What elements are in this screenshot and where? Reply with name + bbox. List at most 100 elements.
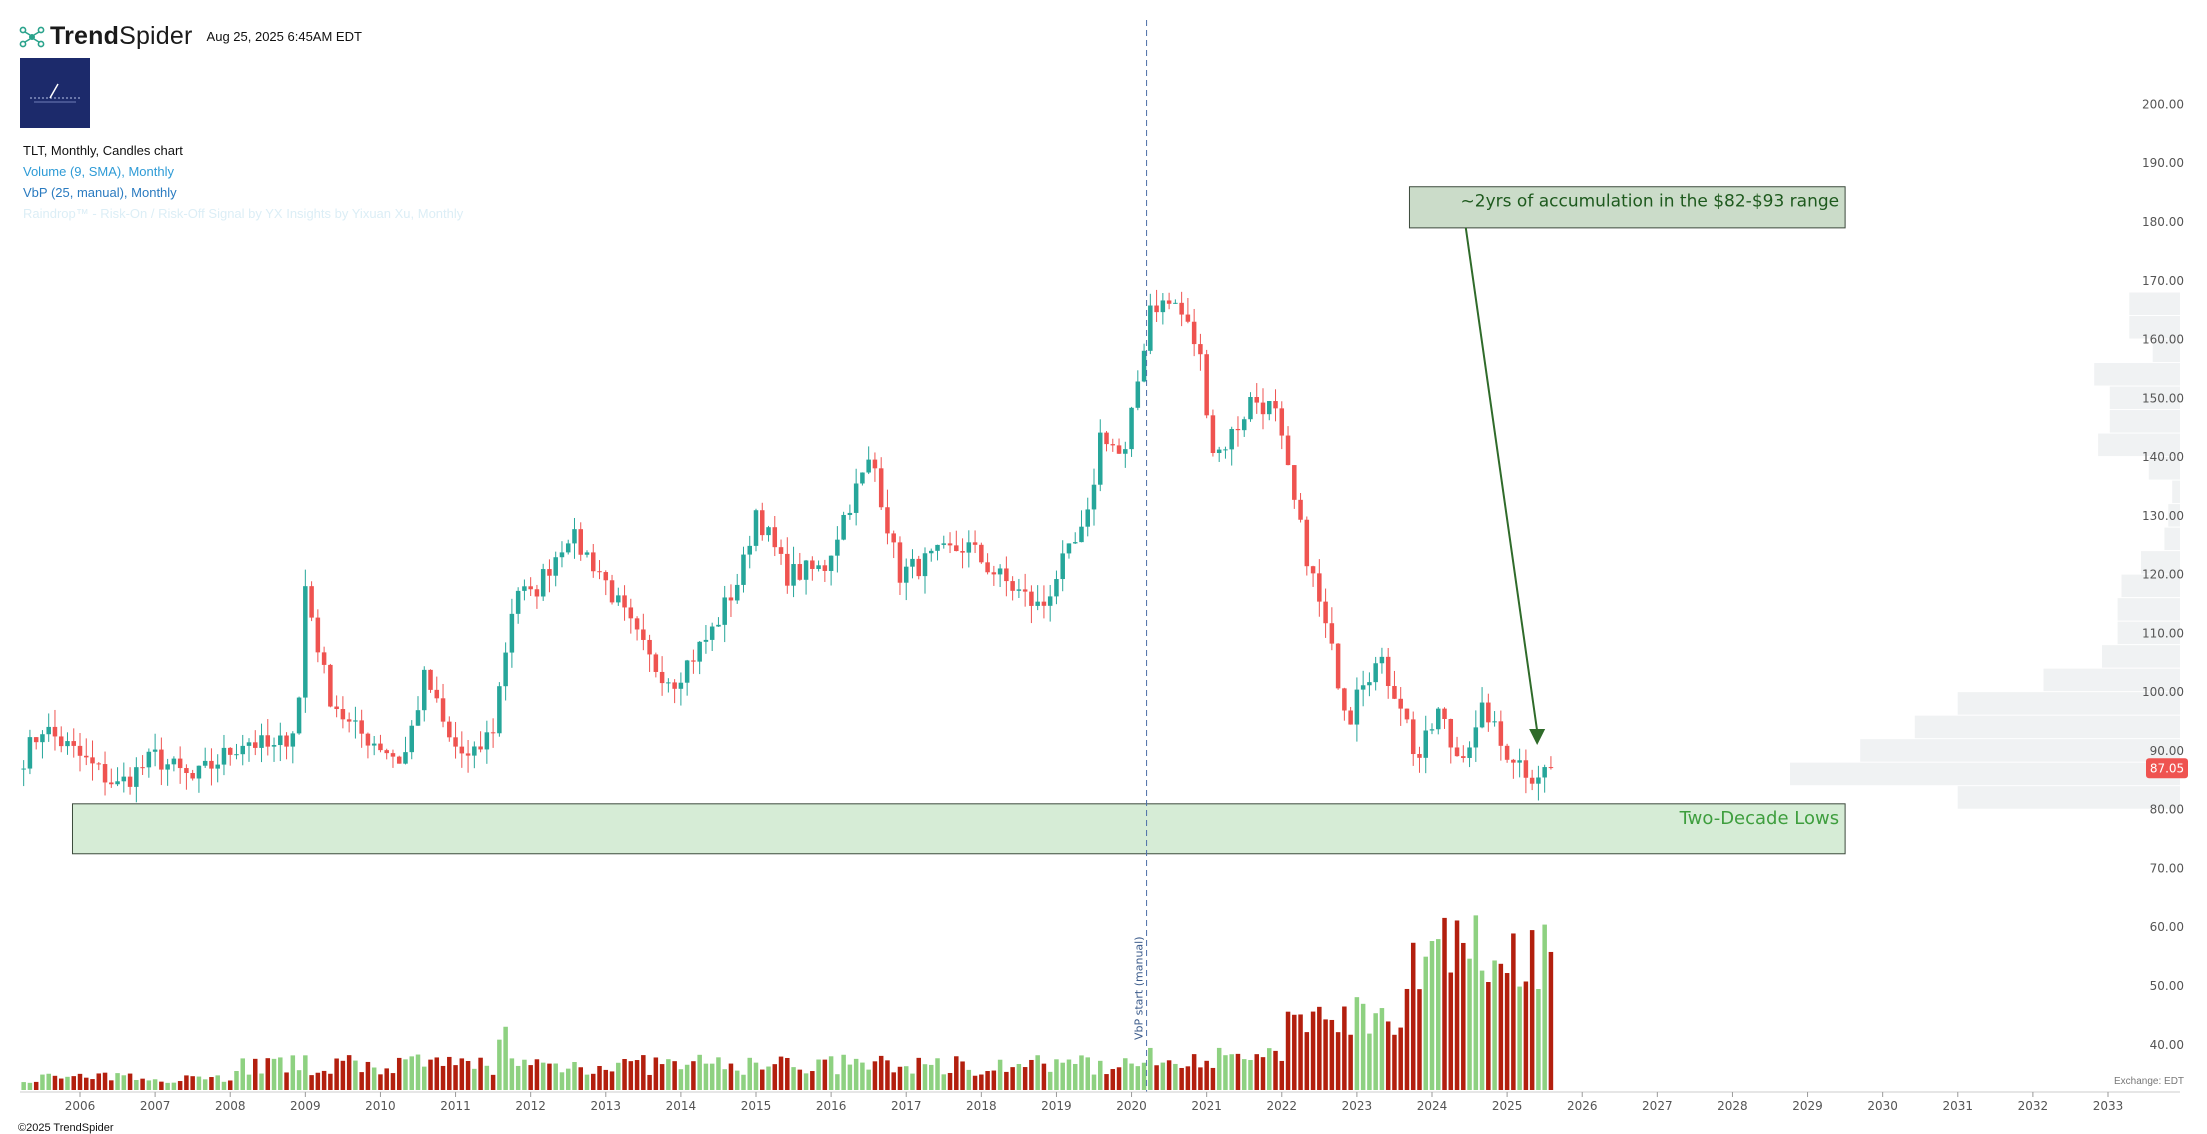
volume-bar <box>897 1066 903 1090</box>
volume-bar <box>916 1057 921 1090</box>
volume-bar <box>453 1065 458 1090</box>
volume-bar <box>1323 1019 1328 1090</box>
volume-bar <box>691 1061 696 1090</box>
candle-body <box>878 468 884 508</box>
accumulation-note-box <box>1408 186 1846 229</box>
volume-bar <box>1116 1067 1122 1090</box>
vbp-row <box>1957 692 2180 715</box>
candle-body <box>46 726 51 735</box>
legend-vbp-indicator[interactable]: VbP (25, manual), Monthly <box>23 185 177 200</box>
y-tick-label: 190.00 <box>2142 156 2184 170</box>
volume-bar <box>1154 1065 1159 1090</box>
volume-bar <box>33 1081 39 1090</box>
vbp-row <box>2098 433 2180 457</box>
x-tick-label: 2008 <box>215 1099 246 1113</box>
vbp-row <box>1860 739 2180 762</box>
volume-bar <box>334 1058 339 1090</box>
volume-bar <box>359 1072 364 1090</box>
volume-bar <box>1360 1003 1366 1090</box>
candle-body <box>1241 419 1247 431</box>
volume-bar <box>866 1069 871 1090</box>
volume-bar <box>697 1054 702 1090</box>
volume-bar <box>1248 1059 1253 1090</box>
candle-body <box>672 682 677 689</box>
candle-body <box>71 741 76 746</box>
candle-body <box>616 595 621 603</box>
chart-datetime: Aug 25, 2025 6:45AM EDT <box>206 28 362 44</box>
legend-raindrop-indicator[interactable]: Raindrop™ - Risk-On / Risk-Off Signal by… <box>23 206 464 221</box>
volume-bar <box>1254 1054 1259 1090</box>
volume-bar <box>1198 1067 1203 1090</box>
volume-bar <box>328 1073 333 1090</box>
volume-bar <box>1066 1059 1072 1090</box>
candle-body <box>1542 767 1547 778</box>
legend-volume-indicator[interactable]: Volume (9, SMA), Monthly <box>23 164 174 179</box>
volume-bar <box>321 1070 327 1090</box>
volume-bar <box>1260 1057 1266 1090</box>
y-tick-label: 80.00 <box>2150 803 2184 817</box>
candle-body <box>1060 553 1065 580</box>
candle-body <box>991 572 997 575</box>
volume-bar <box>1461 942 1466 1090</box>
y-tick-label: 170.00 <box>2142 274 2184 288</box>
candle-body <box>409 725 414 753</box>
candle-body <box>115 781 120 785</box>
candle-body <box>1342 688 1347 711</box>
volume-bar <box>140 1078 145 1090</box>
candle-body <box>1367 682 1372 686</box>
vbp-row <box>2164 527 2180 551</box>
volume-bar <box>910 1073 915 1090</box>
volume-bar <box>1335 1032 1341 1090</box>
candle-body <box>1116 445 1122 454</box>
candle-body <box>785 553 790 586</box>
candle-body <box>1536 777 1541 784</box>
candle-body <box>1022 589 1028 592</box>
legend-main-series[interactable]: TLT, Monthly, Candles chart <box>23 143 183 158</box>
x-tick-label: 2025 <box>1492 1099 1523 1113</box>
volume-bar <box>841 1054 846 1090</box>
candle-body <box>1392 686 1397 699</box>
volume-bar <box>1079 1055 1084 1090</box>
accumulation-arrow-head <box>1529 729 1546 746</box>
candle-body <box>722 597 727 625</box>
volume-bar <box>1267 1048 1272 1090</box>
candle-body <box>835 539 840 556</box>
volume-bar <box>947 1072 953 1090</box>
volume-bar <box>1148 1047 1153 1090</box>
x-tick-label: 2028 <box>1717 1099 1748 1113</box>
candle-body <box>728 597 734 601</box>
volume-bar <box>1004 1071 1009 1090</box>
candle-body <box>584 552 590 555</box>
candle-body <box>1517 760 1522 763</box>
candle-body <box>972 542 978 545</box>
candle-body <box>703 639 709 642</box>
candle-body <box>1398 698 1403 709</box>
candle-body <box>641 629 646 640</box>
volume-bar <box>709 1063 715 1090</box>
vbp-row <box>2148 457 2180 480</box>
last-price-label: 87.05 <box>2150 761 2184 775</box>
volume-bar <box>378 1074 383 1090</box>
volume-bar <box>1223 1055 1228 1090</box>
candle-body <box>1204 354 1209 416</box>
candle-body <box>65 741 70 747</box>
volume-bar <box>215 1075 220 1090</box>
candle-body <box>1191 321 1197 345</box>
candle-body <box>659 671 665 684</box>
volume-bar <box>672 1061 677 1090</box>
volume-bar <box>1310 1011 1316 1090</box>
volume-bar <box>1529 930 1535 1090</box>
candle-body <box>77 745 83 756</box>
y-tick-label: 200.00 <box>2142 97 2184 111</box>
volume-bar <box>315 1072 321 1090</box>
app-header: TrendSpider Aug 25, 2025 6:45AM EDT <box>18 20 362 52</box>
candle-body <box>415 710 421 726</box>
candle-body <box>371 743 377 746</box>
volume-bar <box>165 1082 170 1090</box>
volume-bar <box>1498 963 1504 1090</box>
y-tick-label: 70.00 <box>2150 861 2184 875</box>
volume-bar <box>1404 988 1410 1090</box>
volume-bar <box>1041 1063 1047 1090</box>
volume-bar <box>1072 1063 1078 1090</box>
